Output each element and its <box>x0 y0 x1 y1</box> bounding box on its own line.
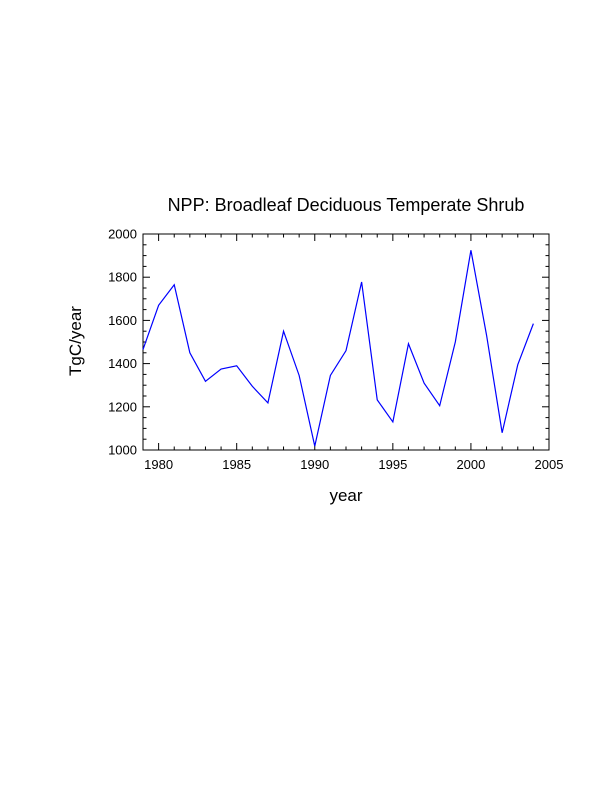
y-tick-label: 1200 <box>108 399 137 414</box>
x-axis-title: year <box>329 486 362 505</box>
plot-area: 1980 1985 1990 1995 2000 2005 1000 1200 1400 1600… <box>108 227 563 473</box>
x-tick-label: 1995 <box>378 457 407 472</box>
series-line <box>142 250 534 447</box>
x-tick-label: 2000 <box>456 457 485 472</box>
x-tick-label: 2005 <box>535 457 564 472</box>
y-tick-label: 1400 <box>108 356 137 371</box>
x-tick-label: 1990 <box>300 457 329 472</box>
x-tick-label: 1985 <box>222 457 251 472</box>
y-tick-label: 1800 <box>108 270 137 285</box>
chart-title: NPP: Broadleaf Deciduous Temperate Shrub <box>168 195 525 215</box>
y-axis-title: TgC/year <box>66 306 85 376</box>
y-tick-label: 1600 <box>108 313 137 328</box>
y-tick-label: 1000 <box>108 443 137 458</box>
x-tick-label: 1980 <box>144 457 173 472</box>
y-tick-label: 2000 <box>108 227 137 242</box>
